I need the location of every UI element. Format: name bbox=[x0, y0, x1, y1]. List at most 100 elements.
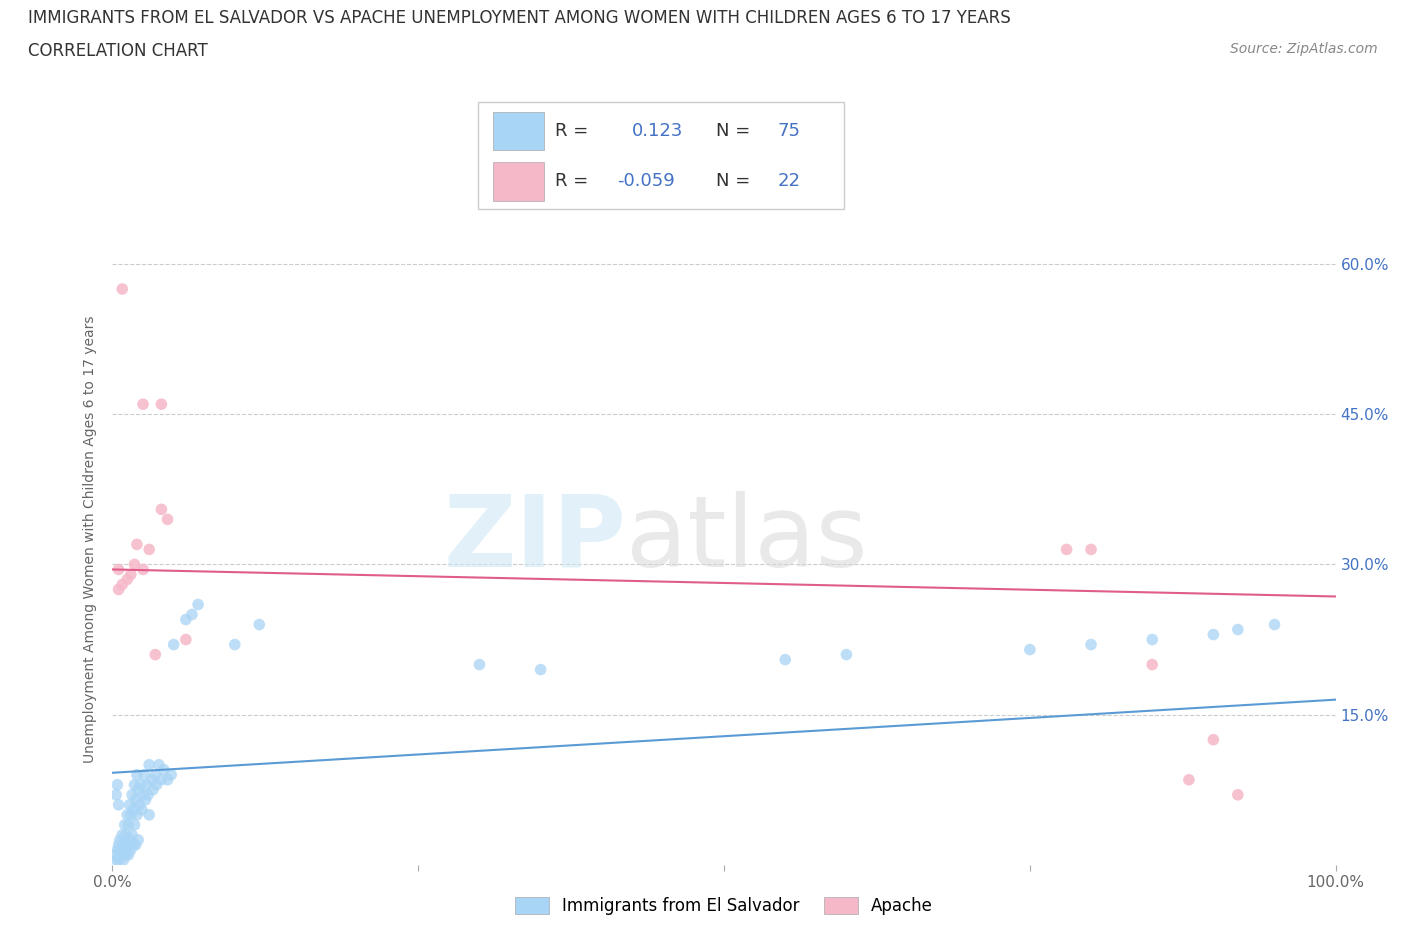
Point bbox=[124, 777, 146, 792]
Y-axis label: Unemployment Among Women with Children Ages 6 to 17 years: Unemployment Among Women with Children A… bbox=[83, 315, 97, 764]
Point bbox=[775, 652, 797, 667]
Point bbox=[118, 797, 141, 812]
Point bbox=[111, 828, 134, 843]
Point bbox=[104, 847, 127, 862]
Point bbox=[148, 757, 170, 772]
Point bbox=[108, 847, 131, 862]
Point bbox=[112, 837, 135, 852]
Point bbox=[153, 763, 176, 777]
Point bbox=[108, 832, 131, 847]
Point bbox=[117, 817, 139, 832]
Point bbox=[122, 837, 145, 852]
Point bbox=[1202, 627, 1225, 642]
Point bbox=[117, 847, 139, 862]
Point bbox=[1080, 637, 1102, 652]
Point bbox=[156, 772, 179, 787]
Point bbox=[1226, 622, 1249, 637]
Point bbox=[115, 847, 138, 862]
Point bbox=[125, 807, 148, 822]
Point bbox=[138, 542, 160, 557]
Point bbox=[138, 807, 160, 822]
Text: IMMIGRANTS FROM EL SALVADOR VS APACHE UNEMPLOYMENT AMONG WOMEN WITH CHILDREN AGE: IMMIGRANTS FROM EL SALVADOR VS APACHE UN… bbox=[28, 9, 1011, 27]
Point bbox=[143, 767, 166, 782]
Text: -0.059: -0.059 bbox=[617, 172, 675, 190]
Point bbox=[111, 282, 134, 297]
Point bbox=[1226, 788, 1249, 803]
Point bbox=[134, 767, 156, 782]
Point bbox=[120, 843, 142, 857]
Point bbox=[247, 618, 270, 632]
Point bbox=[141, 772, 163, 787]
Point bbox=[529, 662, 551, 677]
Point bbox=[110, 843, 132, 857]
Point bbox=[115, 572, 138, 587]
Point bbox=[124, 557, 146, 572]
Legend: Immigrants from El Salvador, Apache: Immigrants from El Salvador, Apache bbox=[509, 890, 939, 922]
Point bbox=[1202, 732, 1225, 747]
Point bbox=[150, 772, 173, 787]
Point bbox=[181, 607, 204, 622]
Bar bbox=[492, 162, 544, 201]
Point bbox=[125, 537, 148, 551]
Point bbox=[125, 792, 148, 807]
Point bbox=[125, 837, 148, 852]
Text: R =: R = bbox=[555, 172, 588, 190]
Point bbox=[127, 782, 149, 797]
Point bbox=[129, 777, 152, 792]
Point bbox=[112, 853, 135, 868]
Text: CORRELATION CHART: CORRELATION CHART bbox=[28, 42, 208, 60]
Point bbox=[1142, 632, 1164, 647]
FancyBboxPatch shape bbox=[478, 102, 844, 209]
Point bbox=[107, 837, 129, 852]
Point bbox=[122, 803, 145, 817]
Point bbox=[163, 637, 186, 652]
Point bbox=[115, 837, 138, 852]
Point bbox=[105, 853, 128, 868]
Point bbox=[156, 512, 179, 526]
Point bbox=[127, 832, 149, 847]
Text: 75: 75 bbox=[778, 122, 801, 140]
Point bbox=[107, 797, 129, 812]
Point bbox=[125, 767, 148, 782]
Point bbox=[138, 757, 160, 772]
Point bbox=[115, 828, 138, 843]
Point bbox=[114, 843, 136, 857]
Point bbox=[105, 777, 128, 792]
Point bbox=[1056, 542, 1078, 557]
Point bbox=[132, 788, 155, 803]
Point bbox=[135, 777, 157, 792]
Point bbox=[115, 807, 138, 822]
Point bbox=[120, 807, 142, 822]
Point bbox=[143, 647, 166, 662]
Point bbox=[107, 562, 129, 577]
Point bbox=[131, 803, 153, 817]
Point bbox=[111, 577, 134, 591]
Point bbox=[187, 597, 209, 612]
Point bbox=[128, 797, 150, 812]
Text: R =: R = bbox=[555, 122, 588, 140]
Point bbox=[835, 647, 858, 662]
Point bbox=[107, 853, 129, 868]
Text: Source: ZipAtlas.com: Source: ZipAtlas.com bbox=[1230, 42, 1378, 56]
Point bbox=[142, 782, 165, 797]
Point bbox=[1178, 772, 1201, 787]
Point bbox=[174, 632, 197, 647]
Point bbox=[111, 847, 134, 862]
Point bbox=[107, 582, 129, 597]
Point bbox=[121, 788, 143, 803]
Point bbox=[468, 658, 491, 672]
Point bbox=[224, 637, 246, 652]
Point bbox=[124, 817, 146, 832]
Point bbox=[114, 817, 136, 832]
Text: ZIP: ZIP bbox=[443, 491, 626, 588]
Point bbox=[145, 777, 167, 792]
Point bbox=[174, 612, 197, 627]
Point bbox=[105, 788, 128, 803]
Point bbox=[150, 397, 173, 412]
Point bbox=[118, 832, 141, 847]
Text: N =: N = bbox=[716, 172, 749, 190]
Point bbox=[150, 502, 173, 517]
Text: 22: 22 bbox=[778, 172, 801, 190]
Point bbox=[134, 792, 156, 807]
Text: 0.123: 0.123 bbox=[631, 122, 683, 140]
